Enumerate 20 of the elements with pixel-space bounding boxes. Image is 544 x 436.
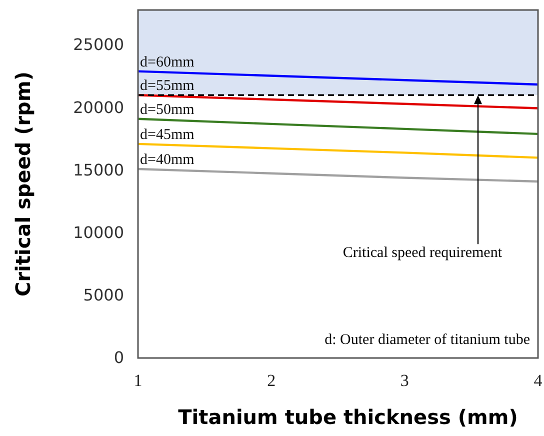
series-label: d=55mm <box>140 78 195 94</box>
annotation: Critical speed requirement <box>342 245 503 262</box>
y-tick-label: 0 <box>114 348 124 368</box>
x-tick-label: 2 <box>267 371 276 390</box>
series-label: d=60mm <box>140 54 195 70</box>
y-tick-label: 25000 <box>73 35 124 54</box>
line-series <box>136 168 540 183</box>
x-tick-label: 1 <box>134 371 142 390</box>
x-tick-label: 4 <box>534 371 543 390</box>
y-tick-label: 10000 <box>73 222 124 242</box>
series-label: d=50mm <box>140 102 195 118</box>
x-tick-label: 3 <box>400 371 409 390</box>
series-label: d=40mm <box>140 152 195 168</box>
y-tick-label: 15000 <box>73 160 124 180</box>
y-tick-label: 5000 <box>83 286 124 305</box>
y-axis-title: Critical speed (rpm) <box>11 72 35 296</box>
annotation: d: Outer diameter of titanium tube <box>324 332 530 348</box>
y-tick-label: 20000 <box>73 98 124 117</box>
series-label: d=45mm <box>140 126 195 143</box>
x-axis-title: Titanium tube thickness (mm) <box>178 405 518 429</box>
